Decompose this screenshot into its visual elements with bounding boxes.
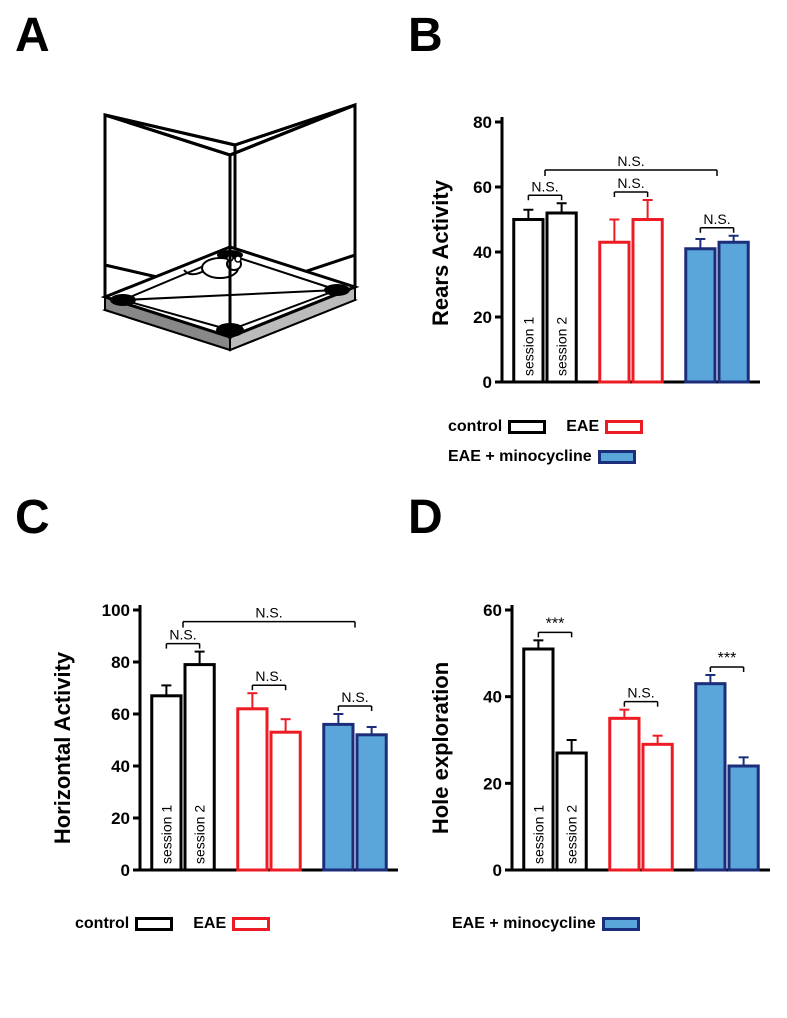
svg-text:***: *** [718, 650, 737, 667]
panel-label-c: C [15, 490, 50, 545]
svg-text:0: 0 [483, 373, 492, 392]
legend-d: EAE + minocycline [452, 915, 787, 933]
legend-eae-label: EAE [566, 418, 599, 436]
panel-label-b: B [408, 8, 443, 63]
svg-text:100: 100 [102, 601, 130, 620]
legend-c-control-swatch [135, 917, 173, 931]
legend-b: control EAE [448, 418, 778, 436]
svg-text:N.S.: N.S. [341, 689, 368, 705]
chart-c-ylabel: Horizontal Activity [50, 652, 76, 844]
chart-b-ylabel: Rears Activity [428, 180, 454, 326]
svg-text:40: 40 [111, 757, 130, 776]
svg-text:session 1: session 1 [158, 805, 174, 864]
legend-c-control: control [75, 915, 173, 933]
legend-mino-swatch [598, 450, 636, 464]
svg-text:N.S.: N.S. [627, 685, 654, 701]
legend-eae-swatch [605, 420, 643, 434]
legend-d-mino-label: EAE + minocycline [452, 915, 596, 933]
legend-c: control EAE [75, 915, 415, 933]
svg-text:N.S.: N.S. [703, 211, 730, 227]
svg-text:40: 40 [473, 243, 492, 262]
legend-mino-label: EAE + minocycline [448, 448, 592, 466]
legend-c-eae: EAE [193, 915, 270, 933]
panel-label-d: D [408, 490, 443, 545]
svg-text:session 2: session 2 [564, 805, 580, 864]
legend-control-label: control [448, 418, 502, 436]
chart-b: 0 20 40 60 80 N.S. session 1 session 2 N.S. N.S. N… [460, 72, 770, 412]
legend-mino: EAE + minocycline [448, 448, 636, 466]
legend-eae: EAE [566, 418, 643, 436]
svg-text:N.S.: N.S. [617, 175, 644, 191]
svg-text:***: *** [546, 615, 565, 632]
svg-text:session 1: session 1 [530, 805, 546, 864]
svg-text:session 2: session 2 [192, 805, 208, 864]
svg-text:40: 40 [483, 688, 502, 707]
legend-c-eae-swatch [232, 917, 270, 931]
svg-text:20: 20 [111, 809, 130, 828]
chart-d-ylabel: Hole exploration [428, 662, 454, 834]
svg-text:0: 0 [493, 861, 502, 880]
svg-text:80: 80 [111, 653, 130, 672]
legend-d-mino-swatch [602, 917, 640, 931]
svg-text:N.S.: N.S. [169, 627, 196, 643]
svg-text:N.S.: N.S. [531, 178, 558, 194]
diagram-hole-board [55, 100, 365, 380]
chart-c: 0 20 40 60 80 100 N.S. session 1 session 2 N.S. N.… [98, 560, 408, 900]
svg-text:0: 0 [121, 861, 130, 880]
svg-text:60: 60 [473, 178, 492, 197]
legend-control: control [448, 418, 546, 436]
svg-text:session 2: session 2 [554, 317, 570, 376]
svg-text:60: 60 [111, 705, 130, 724]
svg-text:80: 80 [473, 113, 492, 132]
svg-text:N.S.: N.S. [255, 605, 282, 621]
legend-b-row2: EAE + minocycline [448, 448, 778, 466]
panel-label-a: A [15, 8, 50, 63]
svg-text:20: 20 [473, 308, 492, 327]
legend-c-control-label: control [75, 915, 129, 933]
legend-c-eae-label: EAE [193, 915, 226, 933]
legend-control-swatch [508, 420, 546, 434]
legend-d-mino: EAE + minocycline [452, 915, 640, 933]
svg-text:60: 60 [483, 601, 502, 620]
svg-text:20: 20 [483, 774, 502, 793]
svg-text:N.S.: N.S. [255, 668, 282, 684]
svg-text:N.S.: N.S. [617, 153, 644, 169]
svg-text:session 1: session 1 [520, 317, 536, 376]
chart-d: 0 20 40 60 *** session 1 session 2 N.S. *** [470, 560, 780, 900]
